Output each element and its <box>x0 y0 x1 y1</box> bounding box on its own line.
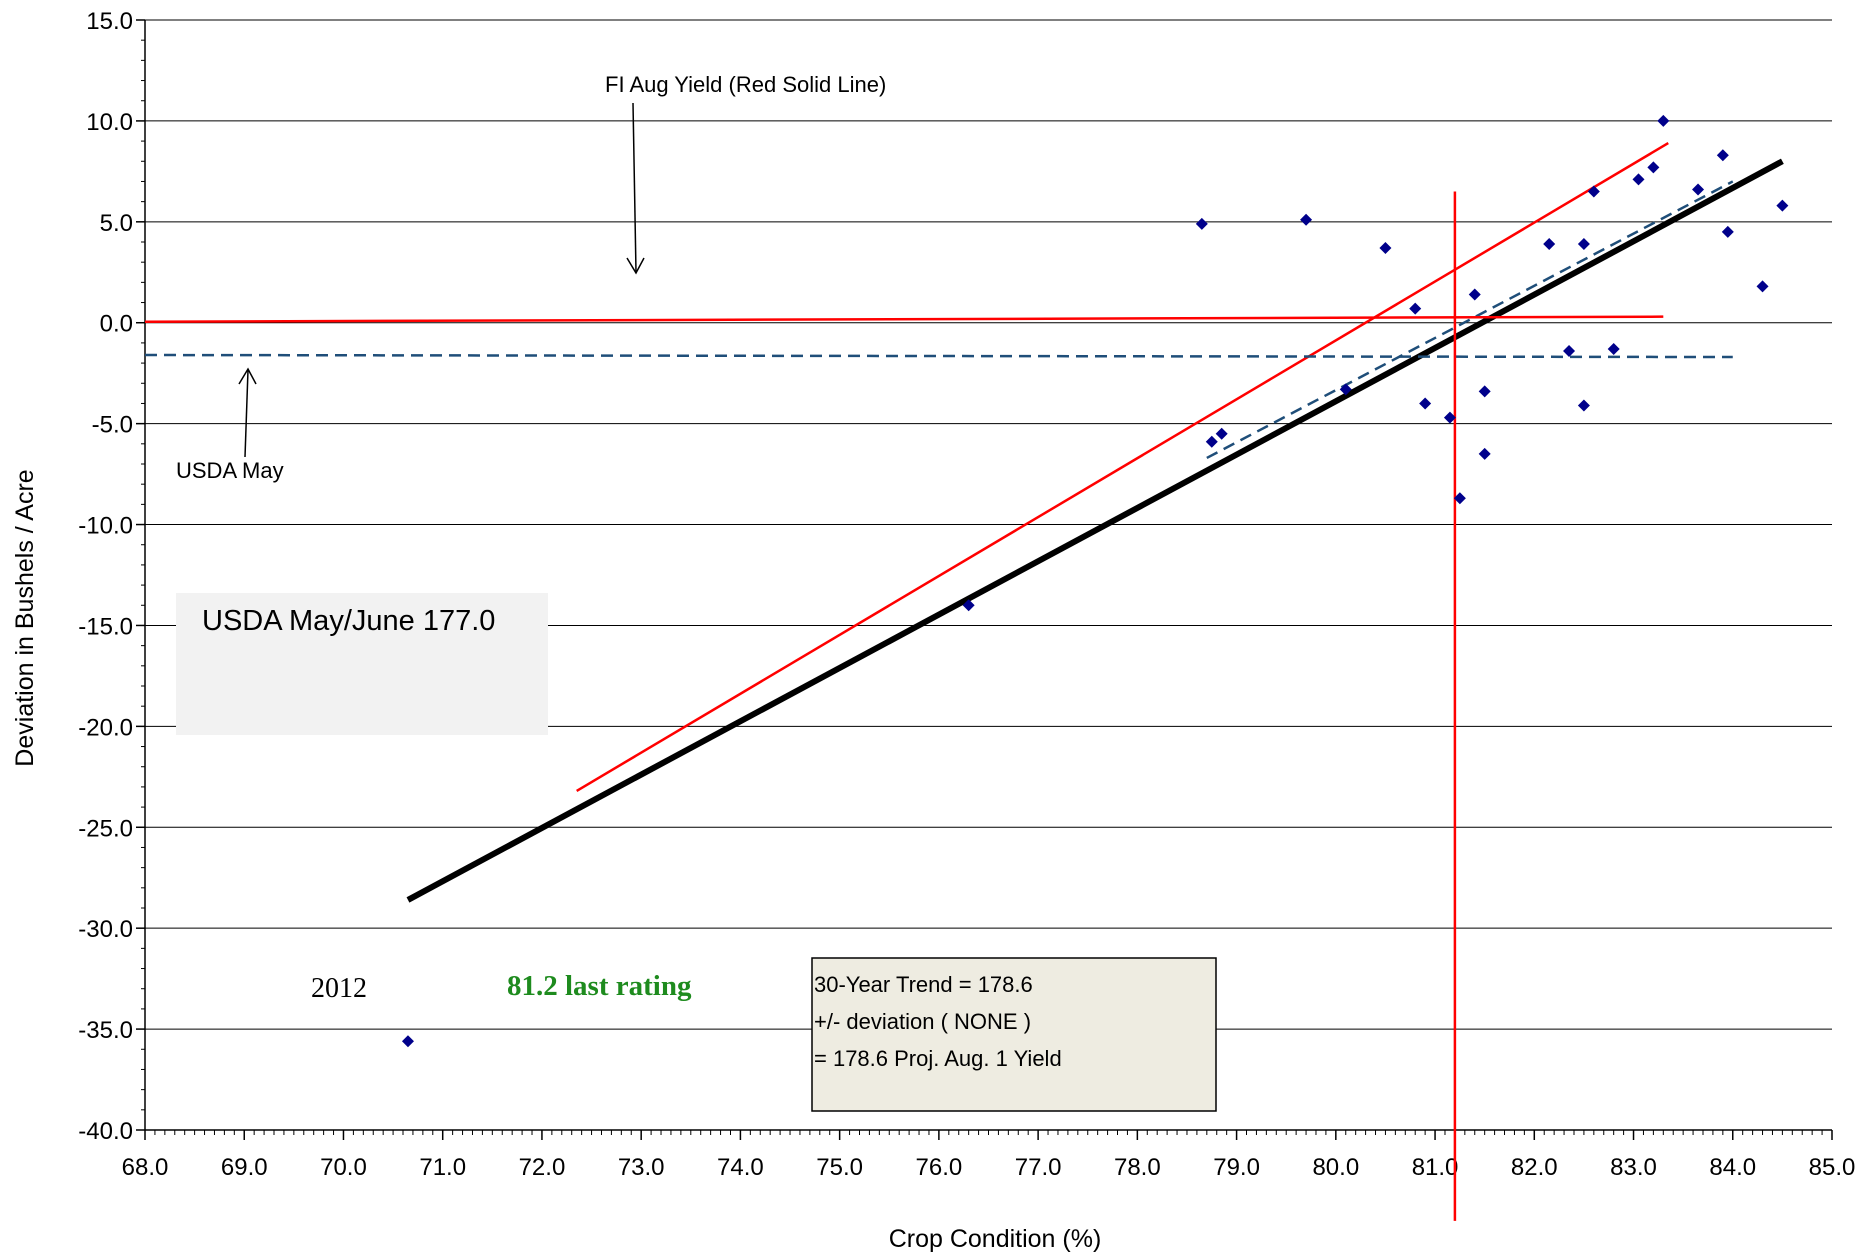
usda-may-arrowhead <box>238 367 257 385</box>
data-point <box>1647 161 1660 174</box>
x-tick-label: 79.0 <box>1213 1154 1260 1181</box>
data-point <box>1721 225 1734 238</box>
usda-box <box>176 593 548 735</box>
x-tick-label: 68.0 <box>122 1154 169 1181</box>
x-tick-label: 71.0 <box>419 1154 466 1181</box>
x-tick-label: 69.0 <box>221 1154 268 1181</box>
data-point <box>1215 427 1228 440</box>
y-tick-label: -20.0 <box>78 714 133 741</box>
y-tick-label: -35.0 <box>78 1017 133 1044</box>
x-tick-label: 80.0 <box>1312 1154 1359 1181</box>
data-point <box>1607 342 1620 355</box>
series-line-2 <box>1206 180 1734 460</box>
y-axis-label: Deviation in Bushels / Acre <box>11 469 39 766</box>
y-tick-label: -40.0 <box>78 1118 133 1145</box>
data-point <box>1339 383 1352 396</box>
usda-may-arrow <box>244 369 249 458</box>
series-line-0 <box>406 158 1784 903</box>
fi-aug-arrowhead <box>626 257 645 275</box>
data-point <box>1478 385 1491 398</box>
data-point <box>1716 149 1729 162</box>
x-tick-label: 77.0 <box>1015 1154 1062 1181</box>
x-tick-label: 81.0 <box>1412 1154 1459 1181</box>
data-points <box>401 114 1789 1048</box>
y-tick-label: 0.0 <box>100 311 133 338</box>
series-lines <box>144 142 1784 1221</box>
x-tick-label: 73.0 <box>618 1154 665 1181</box>
x-tick-label: 84.0 <box>1709 1154 1756 1181</box>
tick-labels: 15.0 10.0 5.0 0.0 -5.0 -10.0 -15.0 -20.0 -25.0 -3… <box>78 8 1855 1181</box>
x-tick-label: 82.0 <box>1511 1154 1558 1181</box>
usda-may-annotation: USDA May <box>176 458 284 483</box>
data-point <box>1409 302 1422 315</box>
series-line-3 <box>144 315 1664 323</box>
year-2012-label: 2012 <box>311 973 367 1004</box>
x-tick-label: 83.0 <box>1610 1154 1657 1181</box>
x-tick-label: 85.0 <box>1809 1154 1856 1181</box>
trend-box-line-2: +/- deviation ( NONE ) <box>814 1009 1031 1034</box>
data-point <box>1205 435 1218 448</box>
trend-box-line-1: 30-Year Trend = 178.6 <box>814 972 1033 997</box>
axis-ticks <box>136 19 1833 1140</box>
x-tick-label: 72.0 <box>519 1154 566 1181</box>
series-line-1 <box>576 142 1669 793</box>
gridlines <box>145 19 1832 1030</box>
data-point <box>1300 213 1313 226</box>
data-point <box>1453 492 1466 505</box>
data-point <box>1419 397 1432 410</box>
y-tick-label: -5.0 <box>92 412 133 439</box>
trend-box-line-3: = 178.6 Proj. Aug. 1 Yield <box>814 1046 1062 1071</box>
x-axis-label: Crop Condition (%) <box>889 1225 1102 1253</box>
y-tick-label: 15.0 <box>86 8 133 35</box>
data-point <box>1756 280 1769 293</box>
data-point <box>1478 447 1491 460</box>
x-tick-label: 76.0 <box>916 1154 963 1181</box>
series-line-4 <box>144 353 1733 359</box>
y-tick-label: -30.0 <box>78 916 133 943</box>
usda-box-text: USDA May/June 177.0 <box>202 605 495 637</box>
fi-aug-arrow <box>632 102 637 273</box>
data-point <box>1195 217 1208 230</box>
data-point <box>1379 242 1392 255</box>
trend-box <box>811 957 1217 1112</box>
data-point <box>1776 199 1789 212</box>
y-tick-label: -10.0 <box>78 513 133 540</box>
data-point <box>1632 173 1645 186</box>
x-tick-label: 70.0 <box>320 1154 367 1181</box>
data-point <box>1563 344 1576 357</box>
data-point <box>1577 399 1590 412</box>
data-point <box>1577 238 1590 251</box>
x-tick-label: 75.0 <box>816 1154 863 1181</box>
data-point <box>962 599 975 612</box>
data-point <box>1692 183 1705 196</box>
data-point <box>1657 114 1670 127</box>
y-tick-label: -15.0 <box>78 613 133 640</box>
y-tick-label: -25.0 <box>78 815 133 842</box>
data-point <box>401 1035 414 1048</box>
data-point <box>1468 288 1481 301</box>
fi-aug-annotation: FI Aug Yield (Red Solid Line) <box>605 72 886 97</box>
x-tick-label: 74.0 <box>717 1154 764 1181</box>
y-tick-label: 10.0 <box>86 109 133 136</box>
last-rating-label: 81.2 last rating <box>507 970 692 1002</box>
x-tick-label: 78.0 <box>1114 1154 1161 1181</box>
data-point <box>1587 185 1600 198</box>
y-tick-label: 5.0 <box>100 210 133 237</box>
data-point <box>1443 411 1456 424</box>
data-point <box>1543 238 1556 251</box>
